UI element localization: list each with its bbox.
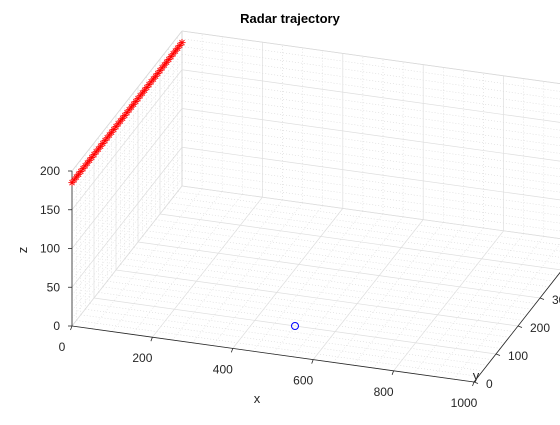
circle-marker: [291, 322, 299, 330]
x-axis-line: [71, 325, 475, 383]
x-tick-label: 600: [293, 374, 313, 388]
y-tick-label: 100: [508, 349, 528, 363]
z-tick-label: 50: [47, 280, 61, 294]
x-tick-mark: [70, 325, 73, 331]
box-edge: [71, 30, 183, 172]
x-tick-label: 0: [59, 340, 66, 354]
axis-lines: [68, 170, 560, 387]
x-tick-label: 200: [132, 351, 152, 365]
x-tick-mark: [150, 337, 153, 342]
x-tick-label: 800: [374, 385, 394, 399]
y-tick-mark: [473, 381, 479, 384]
tick-labels: 0200400600800100001002003004005000501001…: [40, 164, 560, 410]
major-grid-line: [181, 108, 560, 162]
y-axis-label: y: [473, 368, 480, 383]
major-grid-line: [159, 213, 560, 271]
box-edge: [181, 30, 560, 85]
x-tick-label: 400: [213, 362, 233, 376]
major-grid-line: [115, 269, 519, 327]
major-grid-line: [312, 219, 424, 360]
data-markers: [68, 39, 299, 330]
major-grid-line: [93, 297, 497, 355]
y-tick-mark: [517, 325, 523, 328]
z-tick-label: 0: [53, 319, 60, 333]
major-grid-line: [181, 146, 560, 201]
major-grid-line: [393, 230, 504, 372]
major-grid-line: [71, 185, 183, 327]
axes-box: [71, 30, 560, 186]
z-tick-label: 150: [40, 203, 60, 217]
z-axis-label: z: [15, 247, 30, 254]
star-marker: [178, 39, 186, 47]
z-tick-label: 200: [40, 164, 60, 178]
z-tick-label: 100: [40, 242, 60, 256]
x-tick-mark: [391, 370, 394, 375]
chart-title: Radar trajectory: [240, 11, 340, 26]
y-axis-line: [473, 271, 560, 383]
y-tick-label: 300: [552, 293, 560, 307]
y-tick-mark: [495, 353, 501, 356]
major-grid-line: [232, 208, 344, 349]
x-tick-mark: [311, 359, 314, 364]
x-tick-mark: [472, 381, 475, 387]
major-grid-line: [181, 185, 560, 240]
major-grid-line: [137, 241, 541, 299]
major-grid-line: [181, 69, 560, 123]
x-tick-mark: [230, 348, 234, 353]
major-grid-line: [71, 147, 183, 288]
x-axis-label: x: [254, 391, 261, 406]
y-tick-label: 200: [530, 321, 550, 335]
major-grid-line: [71, 69, 183, 210]
y-tick-mark: [539, 297, 545, 300]
major-grid-line: [71, 108, 183, 249]
major-grid-line: [152, 196, 263, 338]
y-tick-label: 0: [486, 377, 493, 391]
x-tick-label: 1000: [451, 396, 478, 410]
